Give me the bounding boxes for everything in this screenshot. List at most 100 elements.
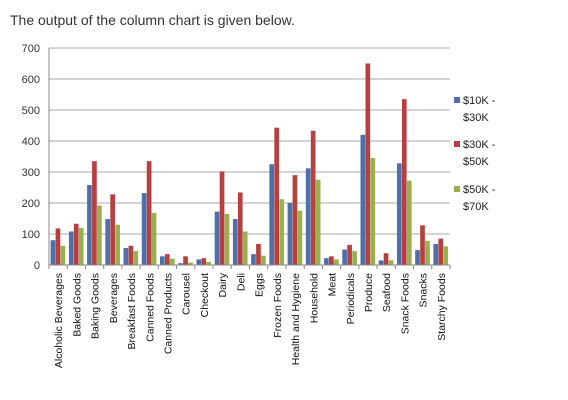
x-category-label: Meat bbox=[327, 273, 339, 296]
legend-swatch bbox=[454, 97, 460, 103]
bar: $30K - $50K: 35 bbox=[164, 254, 170, 265]
x-category-label: Snacks bbox=[418, 273, 430, 307]
x-category-label: Produce bbox=[363, 273, 375, 312]
bar: $10K - $30K: 232 bbox=[141, 193, 147, 265]
bar: $50K - $70K: 10 bbox=[206, 261, 212, 265]
bar: $50K - $70K: 18 bbox=[334, 259, 339, 265]
legend-label: $50K bbox=[463, 156, 489, 168]
legend-label: $10K - bbox=[463, 95, 496, 107]
x-category-label: Checkout bbox=[199, 273, 211, 317]
x-category-label: Baked Goods bbox=[71, 273, 83, 337]
bar: $50K - $70K: 62 bbox=[60, 245, 66, 265]
bar: $10K - $30K: 6 bbox=[178, 263, 183, 265]
bar: $30K - $50K: 128 bbox=[420, 225, 425, 265]
bar: $10K - $30K: 22 bbox=[324, 258, 329, 265]
y-tick-label: 400 bbox=[22, 136, 40, 148]
legend-swatch bbox=[454, 186, 460, 192]
bar: $50K - $70K: 108 bbox=[242, 231, 248, 265]
x-category-label: Starchy Foods bbox=[436, 273, 448, 341]
x-category-label: Canned Foods bbox=[144, 273, 156, 342]
bar: $50K - $70K: 212 bbox=[279, 199, 285, 265]
bar: $50K - $70K: 78 bbox=[425, 240, 430, 265]
bar: $10K - $30K: 258 bbox=[87, 185, 92, 265]
legend-label: $30K - bbox=[463, 139, 496, 151]
bar: $50K - $70K: 192 bbox=[97, 205, 102, 265]
legend-label: $30K bbox=[463, 112, 489, 124]
bar: $10K - $30K: 15 bbox=[378, 260, 384, 265]
bar: $30K - $50K: 302 bbox=[219, 171, 225, 265]
y-tick-label: 0 bbox=[34, 260, 40, 272]
bar: $10K - $30K: 50 bbox=[342, 249, 347, 265]
x-axis bbox=[48, 48, 451, 269]
bar: $50K - $70K: 345 bbox=[370, 158, 376, 265]
y-tick-label: 600 bbox=[22, 74, 40, 86]
x-category-label: Eggs bbox=[254, 273, 266, 297]
x-category-label: Baking Goods bbox=[90, 273, 102, 339]
bar: $30K - $50K: 650 bbox=[365, 63, 371, 265]
chart-heading: The output of the column chart is given … bbox=[10, 12, 295, 28]
bar: $50K - $70K: 272 bbox=[406, 180, 412, 265]
bar: $10K - $30K: 80 bbox=[50, 240, 56, 265]
y-tick-label: 300 bbox=[22, 167, 40, 179]
bar: $50K - $70K: 45 bbox=[352, 251, 357, 265]
bar: $50K - $70K: 275 bbox=[315, 179, 321, 265]
bar: $30K - $50K: 290 bbox=[292, 175, 298, 265]
bar: $50K - $70K: 165 bbox=[224, 213, 230, 265]
bar: $30K - $50K: 535 bbox=[401, 99, 407, 266]
x-category-label: Alcoholic Beverages bbox=[53, 273, 65, 368]
bar: $10K - $30K: 148 bbox=[232, 219, 238, 265]
y-axis-ticks: 0 100 200 300 400 500 600 700 bbox=[22, 43, 40, 272]
x-axis-categories: Alcoholic Beverages Baked Goods Baking Goo… bbox=[53, 272, 448, 368]
x-category-label: Beverages bbox=[108, 273, 120, 323]
bar: $30K - $50K: 22 bbox=[201, 258, 207, 265]
bar: $10K - $30K: 28 bbox=[160, 256, 165, 265]
bar: $10K - $30K: 312 bbox=[305, 168, 311, 265]
bar: $30K - $50K: 65 bbox=[347, 244, 352, 265]
bar: $30K - $50K: 62 bbox=[128, 245, 134, 265]
legend-swatch bbox=[454, 141, 460, 147]
legend: $10K - $30K $30K - $50K $50K - $70K bbox=[454, 95, 496, 213]
bar: $30K - $50K: 228 bbox=[110, 194, 115, 265]
bar: $10K - $30K: 200 bbox=[287, 203, 293, 265]
x-category-label: Carousel bbox=[181, 273, 193, 315]
bar: $30K - $50K: 118 bbox=[55, 228, 61, 265]
bar: $10K - $30K: 420 bbox=[360, 134, 366, 265]
bar: $10K - $30K: 148 bbox=[105, 219, 111, 265]
bar: $10K - $30K: 18 bbox=[196, 259, 202, 265]
bar: $30K - $50K: 433 bbox=[310, 130, 316, 265]
bar: $10K - $30K: 172 bbox=[214, 211, 220, 265]
x-category-label: Snack Foods bbox=[399, 273, 411, 334]
bar: $30K - $50K: 335 bbox=[92, 161, 97, 265]
y-tick-label: 700 bbox=[22, 43, 40, 55]
bar: $10K - $30K: 55 bbox=[123, 247, 129, 265]
bar: $30K - $50K: 335 bbox=[146, 161, 152, 265]
bar: $50K - $70K: 30 bbox=[261, 255, 266, 265]
bar: $30K - $50K: 28 bbox=[329, 256, 334, 265]
bar: $30K - $50K: 133 bbox=[73, 223, 79, 265]
bar: $50K - $70K: 175 bbox=[297, 210, 303, 265]
y-tick-label: 500 bbox=[22, 105, 40, 117]
bar: $10K - $30K: 108 bbox=[68, 231, 74, 265]
x-category-label: Seafood bbox=[381, 273, 393, 312]
bar: $30K - $50K: 28 bbox=[183, 256, 188, 265]
x-category-label: Health and Hygiene bbox=[290, 273, 302, 365]
x-category-label: Breakfast Foods bbox=[126, 273, 138, 349]
bar: $50K - $70K: 8 bbox=[188, 262, 193, 265]
bars: $10K - $30K: 80$30K - $50K: 118$50K - $7… bbox=[50, 63, 449, 266]
x-category-label: Periodicals bbox=[345, 273, 357, 324]
bar: $30K - $50K: 443 bbox=[274, 127, 280, 265]
bar: $50K - $70K: 45 bbox=[133, 251, 139, 265]
bar: $50K - $70K: 60 bbox=[443, 246, 449, 265]
x-category-label: Canned Products bbox=[162, 273, 174, 354]
bar: $30K - $50K: 38 bbox=[383, 253, 389, 265]
bar: $10K - $30K: 325 bbox=[269, 164, 275, 265]
y-tick-label: 200 bbox=[22, 198, 40, 210]
x-category-label: Dairy bbox=[217, 272, 229, 297]
legend-label: $70K bbox=[463, 201, 489, 213]
bar: $10K - $30K: 48 bbox=[415, 250, 420, 265]
y-tick-label: 100 bbox=[22, 229, 40, 241]
bar: $30K - $50K: 234 bbox=[237, 192, 243, 265]
bar: $30K - $50K: 85 bbox=[438, 238, 444, 265]
x-category-label: Deli bbox=[235, 273, 247, 291]
